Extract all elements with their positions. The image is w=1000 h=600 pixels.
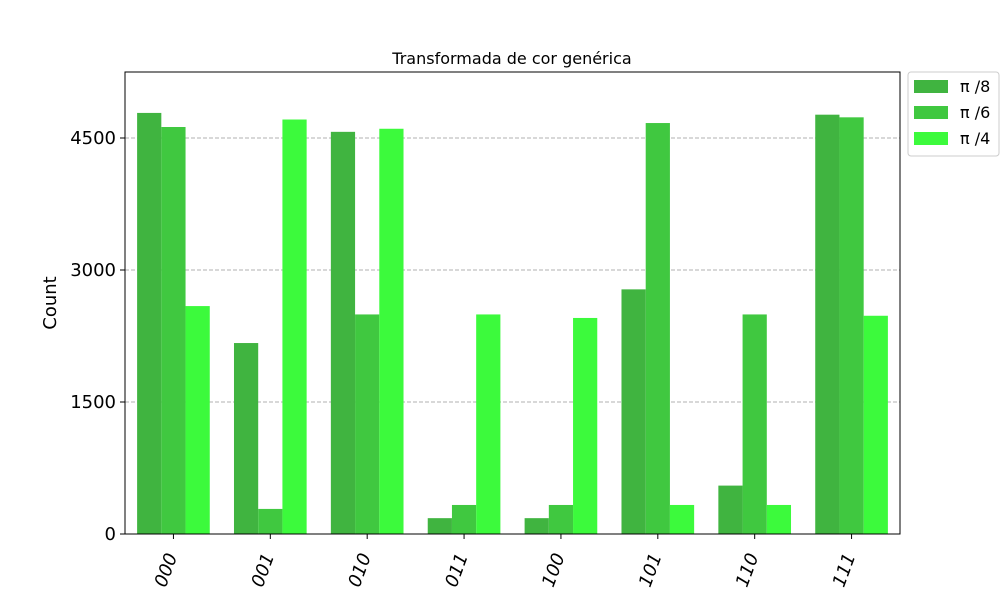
bar-001-series-0	[233, 343, 259, 534]
y-axis: 0 1500 3000 4500	[70, 128, 125, 545]
y-tick-label: 4500	[70, 128, 116, 149]
bar-100-series-2	[573, 317, 598, 534]
x-tick-label: 101	[635, 551, 666, 590]
y-axis-label: Count	[40, 276, 61, 329]
y-tick-label: 1500	[70, 392, 116, 413]
x-tick-label: 001	[248, 551, 279, 590]
bar-111-series-0	[815, 114, 840, 535]
bar-111-series-1	[839, 117, 864, 534]
legend-label: π /8	[960, 77, 990, 96]
x-tick-label: 011	[441, 551, 472, 590]
plot-frame	[124, 71, 901, 535]
legend-swatch	[914, 106, 948, 119]
x-tick-label: 110	[732, 551, 763, 590]
bar-101-series-1	[645, 123, 670, 534]
x-tick-label: 111	[829, 551, 860, 590]
bar-000-series-0	[137, 112, 162, 535]
bar-010-series-1	[355, 314, 380, 534]
x-axis: 000 001 010 011 100 101 110 111	[151, 534, 860, 590]
bar-100-series-1	[548, 504, 574, 534]
bar-101-series-0	[621, 289, 646, 534]
bar-110-series-0	[718, 485, 743, 534]
bar-010-series-0	[330, 131, 356, 534]
legend-swatch	[914, 132, 948, 145]
bar-101-series-2	[669, 504, 695, 534]
bar-000-series-2	[185, 306, 210, 534]
bar-011-series-1	[451, 504, 477, 534]
legend-swatch	[914, 80, 948, 93]
bar-011-series-2	[476, 314, 501, 534]
y-tick-label: 3000	[70, 260, 116, 281]
bar-100-series-0	[524, 518, 549, 534]
bar-010-series-2	[379, 128, 404, 534]
legend-label: π /4	[960, 129, 990, 148]
x-tick-label: 010	[344, 551, 375, 590]
bar-110-series-1	[742, 314, 767, 534]
bar-001-series-1	[258, 508, 283, 534]
legend-label: π /6	[960, 103, 990, 122]
bar-110-series-2	[766, 504, 792, 534]
y-tick-label: 0	[105, 524, 116, 545]
bar-001-series-2	[282, 119, 307, 535]
x-tick-label: 100	[538, 551, 569, 590]
bar-000-series-1	[161, 127, 186, 534]
bar-111-series-2	[863, 315, 888, 534]
bars	[137, 112, 888, 535]
bar-011-series-0	[427, 518, 452, 534]
x-tick-label: 000	[151, 551, 182, 590]
legend: π /8 π /6 π /4	[907, 71, 1000, 157]
chart-title: Transformada de cor genérica	[391, 49, 631, 68]
